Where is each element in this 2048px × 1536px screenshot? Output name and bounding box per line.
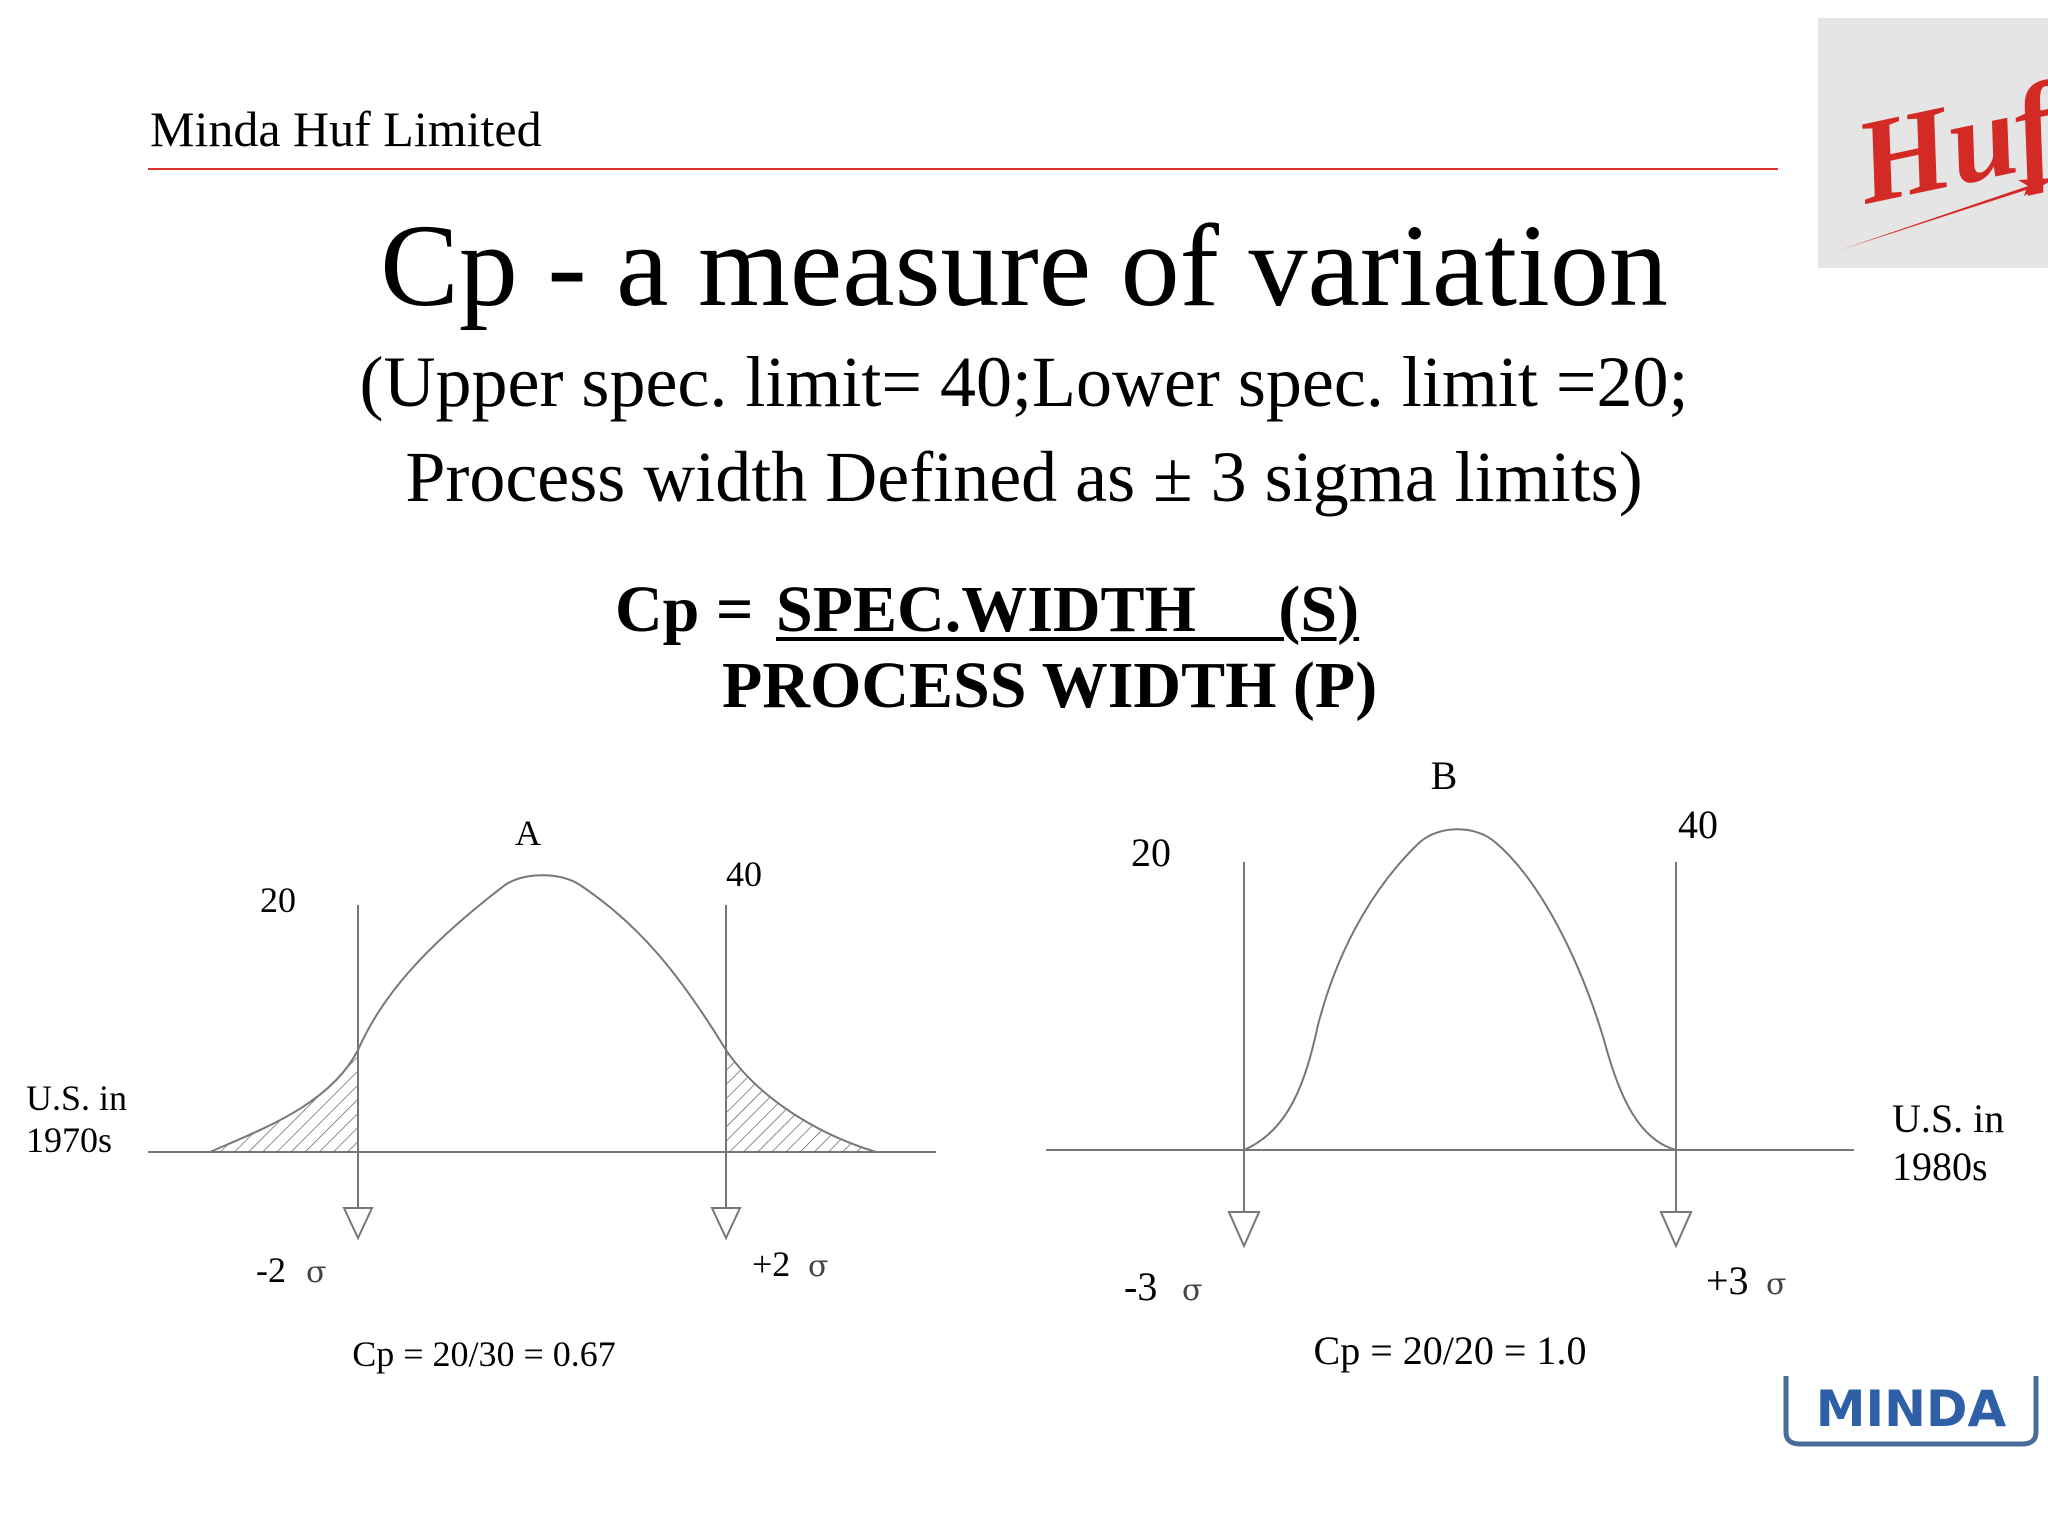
company-name: Minda Huf Limited — [150, 101, 542, 157]
formula-numerator: SPEC.WIDTH (S) — [776, 573, 1360, 646]
formula-denominator: PROCESS WIDTH (P) — [722, 649, 1378, 722]
subtitle-line-2: Process width Defined as ± 3 sigma limit… — [405, 437, 1643, 517]
diagram-a-lsl-label: 20 — [260, 880, 296, 920]
diagram-b-upper-sigma: +3 — [1706, 1258, 1749, 1303]
diagram-b-curve — [1243, 828, 1677, 1151]
diagram-b-lower-sigma: -3 — [1124, 1264, 1157, 1309]
diagram-b-label: B — [1431, 753, 1458, 798]
diagram-b-lower-sigma-symbol: σ — [1182, 1273, 1202, 1308]
minda-logo-text: MINDA — [1816, 1380, 2007, 1438]
header-rule — [148, 168, 1778, 170]
diagram-a-label: A — [515, 813, 541, 853]
diagram-a-lower-sigma-symbol: σ — [306, 1255, 326, 1290]
diagram-a-curve — [209, 874, 877, 1153]
diagram-a-left-tail — [210, 1050, 358, 1152]
diagram-b-upper-arrow-icon — [1659, 1211, 1693, 1249]
diagram-a-caption-line-2: 1970s — [26, 1120, 112, 1160]
diagram-b-usl-label: 40 — [1678, 802, 1718, 847]
diagram-b-cp-result: Cp = 20/20 = 1.0 — [1314, 1328, 1587, 1373]
formula-lhs: Cp = — [615, 573, 754, 646]
diagram-a-upper-sigma-symbol: σ — [808, 1249, 828, 1284]
subtitle-line-1: (Upper spec. limit= 40;Lower spec. limit… — [359, 342, 1689, 422]
minda-logo-icon: MINDA — [1783, 1376, 2039, 1447]
minda-logo: MINDA — [1776, 1376, 2044, 1448]
diagram-a: A 20 40 U.S. in 1970s -2 σ +2 σ Cp = 20/… — [26, 813, 936, 1374]
diagram-b-caption-line-1: U.S. in — [1892, 1096, 2004, 1141]
huf-logo-icon: Huf — [1840, 56, 2048, 250]
page-title: Cp - a measure of variation — [380, 200, 1668, 331]
diagram-b-caption-line-2: 1980s — [1892, 1144, 1988, 1189]
diagram-b-lsl-label: 20 — [1131, 830, 1171, 875]
diagram-b-upper-sigma-symbol: σ — [1766, 1267, 1786, 1302]
diagram-a-lower-arrow-icon — [342, 1207, 374, 1241]
diagram-a-lower-sigma: -2 — [256, 1250, 286, 1290]
diagram-b-lower-arrow-icon — [1227, 1211, 1261, 1249]
diagram-a-cp-result: Cp = 20/30 = 0.67 — [352, 1334, 616, 1374]
diagram-a-right-tail — [726, 1050, 876, 1152]
diagram-a-upper-sigma: +2 — [752, 1244, 790, 1284]
diagram-a-upper-arrow-icon — [710, 1207, 742, 1241]
huf-logo: Huf — [1818, 18, 2048, 268]
diagram-a-usl-label: 40 — [726, 854, 762, 894]
diagram-b: B 20 40 U.S. in 1980s -3 σ +3 σ Cp = 20/… — [1046, 753, 2004, 1373]
diagram-a-caption-line-1: U.S. in — [26, 1078, 127, 1118]
